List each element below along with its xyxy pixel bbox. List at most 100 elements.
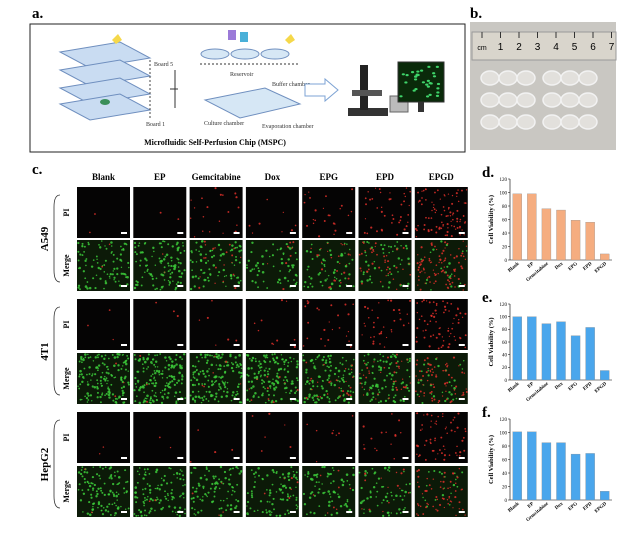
cell <box>166 376 169 379</box>
cell <box>114 395 117 398</box>
cell <box>133 241 137 245</box>
cell <box>105 392 108 395</box>
cell <box>442 339 445 342</box>
cell <box>369 386 372 389</box>
cell <box>302 492 306 496</box>
x-tick-label: Dox <box>554 261 564 271</box>
cell <box>447 227 449 229</box>
cell <box>238 261 241 264</box>
cell <box>221 380 223 382</box>
cell <box>328 374 331 377</box>
cell <box>363 508 365 511</box>
cell <box>280 483 282 485</box>
cell-line-label: A549 <box>39 226 51 251</box>
cell <box>250 380 254 383</box>
cell <box>146 397 148 400</box>
cell <box>432 301 435 304</box>
cell <box>219 376 223 379</box>
cell <box>91 385 94 388</box>
cell <box>417 475 420 478</box>
cell <box>329 496 332 498</box>
micrograph <box>77 299 130 350</box>
cell <box>423 336 426 339</box>
cell <box>327 339 330 342</box>
cell <box>257 372 260 375</box>
cell <box>308 275 311 278</box>
cell <box>145 259 148 262</box>
cell <box>343 399 346 402</box>
cell <box>162 506 164 509</box>
cell <box>160 477 163 480</box>
cell <box>246 373 249 376</box>
cell <box>253 472 256 475</box>
cell <box>143 514 146 517</box>
cell <box>335 511 339 515</box>
cell <box>457 412 460 415</box>
cell <box>434 191 436 194</box>
cell <box>328 321 330 323</box>
cell <box>427 230 430 233</box>
cell <box>430 383 432 386</box>
cell <box>329 472 332 476</box>
cell <box>223 264 225 266</box>
scale-bar <box>402 398 409 400</box>
cell <box>362 374 365 376</box>
cell <box>110 241 113 244</box>
cell <box>152 284 155 287</box>
cell <box>259 362 262 366</box>
cell <box>150 361 153 364</box>
cell <box>108 309 111 312</box>
y-tick-label: 20 <box>502 245 508 250</box>
cell <box>289 269 292 272</box>
cell <box>339 208 341 210</box>
cell <box>193 513 196 515</box>
cell <box>443 311 445 314</box>
cell <box>443 476 445 478</box>
cell <box>83 477 86 481</box>
cell <box>79 398 82 401</box>
cell <box>374 471 377 474</box>
cell <box>285 379 288 382</box>
cell <box>329 369 332 372</box>
cell <box>453 389 456 391</box>
bar <box>541 208 552 261</box>
cell <box>167 392 170 395</box>
cell <box>103 271 106 273</box>
cell <box>171 496 175 499</box>
cell <box>461 371 464 374</box>
cell <box>387 245 390 248</box>
cell <box>391 221 393 224</box>
cell <box>191 398 195 401</box>
cell <box>94 356 97 359</box>
cell <box>219 514 223 517</box>
scale-bar <box>233 344 240 346</box>
cell <box>401 360 403 362</box>
cell <box>198 250 200 253</box>
cell <box>391 214 394 217</box>
cell <box>189 217 192 219</box>
cell <box>200 268 203 272</box>
cell <box>260 319 263 322</box>
cell <box>461 368 464 370</box>
cell <box>382 360 385 363</box>
cell <box>229 274 233 277</box>
cell <box>429 441 431 443</box>
cell <box>340 387 342 390</box>
cell <box>405 483 408 486</box>
cell <box>343 504 346 506</box>
cell <box>99 395 102 399</box>
cell <box>199 276 201 278</box>
cell <box>453 317 455 320</box>
cell <box>233 490 236 493</box>
column-header: EP <box>154 172 166 182</box>
cell <box>341 483 345 487</box>
cell <box>430 426 432 428</box>
cell <box>181 492 185 495</box>
cell <box>295 366 299 369</box>
cell <box>296 481 299 484</box>
cell <box>184 508 186 510</box>
cell <box>225 509 228 512</box>
cell <box>463 360 465 362</box>
cell <box>138 467 141 469</box>
x-tick-label: EPG <box>568 262 579 273</box>
